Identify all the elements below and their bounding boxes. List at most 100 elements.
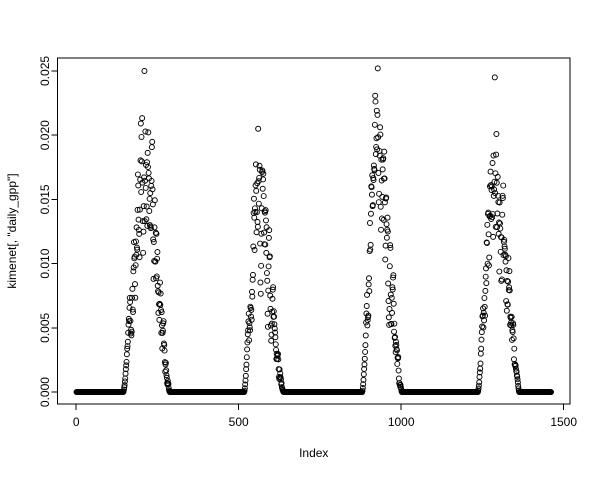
data-point xyxy=(161,359,168,366)
data-point xyxy=(372,92,379,99)
data-point xyxy=(365,312,372,319)
data-point xyxy=(162,359,169,366)
data-point xyxy=(369,202,376,209)
data-point xyxy=(486,183,493,190)
x-tick-label: 1000 xyxy=(388,415,415,429)
data-point xyxy=(485,231,492,238)
data-point xyxy=(478,345,485,352)
data-point xyxy=(491,74,498,81)
data-point xyxy=(129,306,136,313)
data-point xyxy=(253,209,260,216)
data-point xyxy=(481,303,488,310)
data-point xyxy=(260,193,267,200)
data-point xyxy=(496,219,502,226)
data-point xyxy=(388,294,395,301)
data-point xyxy=(377,124,384,131)
data-point xyxy=(394,360,401,367)
data-point xyxy=(161,347,168,354)
data-point xyxy=(390,300,397,307)
data-point xyxy=(148,177,155,184)
data-point xyxy=(154,255,161,262)
data-point xyxy=(132,262,139,269)
data-point xyxy=(124,343,131,350)
data-point xyxy=(243,361,250,368)
data-point xyxy=(255,200,262,207)
data-point xyxy=(510,321,517,328)
data-point xyxy=(367,220,373,226)
data-point xyxy=(386,263,393,270)
data-point xyxy=(382,256,389,263)
data-point xyxy=(242,372,249,379)
data-point xyxy=(123,358,130,365)
data-point xyxy=(128,328,135,335)
data-point xyxy=(496,268,503,275)
data-point xyxy=(138,133,145,140)
data-point xyxy=(497,248,504,255)
data-point xyxy=(135,182,142,189)
data-point xyxy=(255,125,262,132)
data-point xyxy=(384,214,391,221)
data-point xyxy=(270,308,277,315)
data-point xyxy=(143,216,150,223)
x-tick-label: 0 xyxy=(73,415,80,429)
data-point xyxy=(367,241,374,248)
data-point xyxy=(266,253,273,260)
data-point xyxy=(494,173,501,180)
data-point xyxy=(362,332,369,339)
data-point xyxy=(512,362,519,369)
data-point xyxy=(498,276,505,283)
data-point xyxy=(254,223,261,230)
data-point xyxy=(150,236,157,243)
data-point xyxy=(277,370,284,377)
data-point xyxy=(391,328,398,335)
data-point xyxy=(251,247,258,253)
data-point xyxy=(132,238,139,245)
y-tick-label: 0.015 xyxy=(38,184,52,214)
data-point xyxy=(501,245,508,252)
data-point xyxy=(390,274,397,281)
data-point xyxy=(245,327,252,334)
data-point xyxy=(250,243,257,250)
data-point xyxy=(249,271,256,278)
data-point xyxy=(241,387,248,394)
data-point xyxy=(548,389,554,396)
data-point xyxy=(122,370,129,377)
data-point xyxy=(366,288,373,295)
data-point xyxy=(257,290,264,297)
data-point xyxy=(506,268,513,275)
data-point xyxy=(145,129,152,136)
x-axis-title: Index xyxy=(299,446,328,460)
data-point xyxy=(136,206,143,213)
data-point xyxy=(140,228,147,235)
data-point xyxy=(389,309,396,316)
y-tick-label: 0.005 xyxy=(38,312,52,342)
y-tick-label: 0.025 xyxy=(38,56,52,86)
data-point xyxy=(485,262,492,269)
data-point xyxy=(395,354,402,361)
data-point xyxy=(126,304,133,311)
data-point xyxy=(362,342,369,349)
data-point xyxy=(122,366,129,373)
data-point xyxy=(140,249,147,256)
data-point xyxy=(381,148,388,155)
data-point xyxy=(256,162,263,169)
data-point xyxy=(259,185,266,192)
data-point xyxy=(139,115,146,122)
data-point xyxy=(512,365,519,372)
data-point xyxy=(128,332,135,339)
data-point xyxy=(389,284,396,291)
data-point xyxy=(360,381,367,388)
data-point xyxy=(151,224,158,231)
data-point xyxy=(363,303,370,309)
data-point xyxy=(482,312,489,319)
data-point xyxy=(506,284,513,291)
data-point xyxy=(506,287,513,294)
data-point xyxy=(387,291,394,298)
data-point xyxy=(264,277,271,284)
data-point xyxy=(260,170,267,177)
data-point xyxy=(140,203,147,210)
data-point xyxy=(491,186,498,193)
data-point xyxy=(514,379,521,386)
data-point xyxy=(127,317,134,324)
